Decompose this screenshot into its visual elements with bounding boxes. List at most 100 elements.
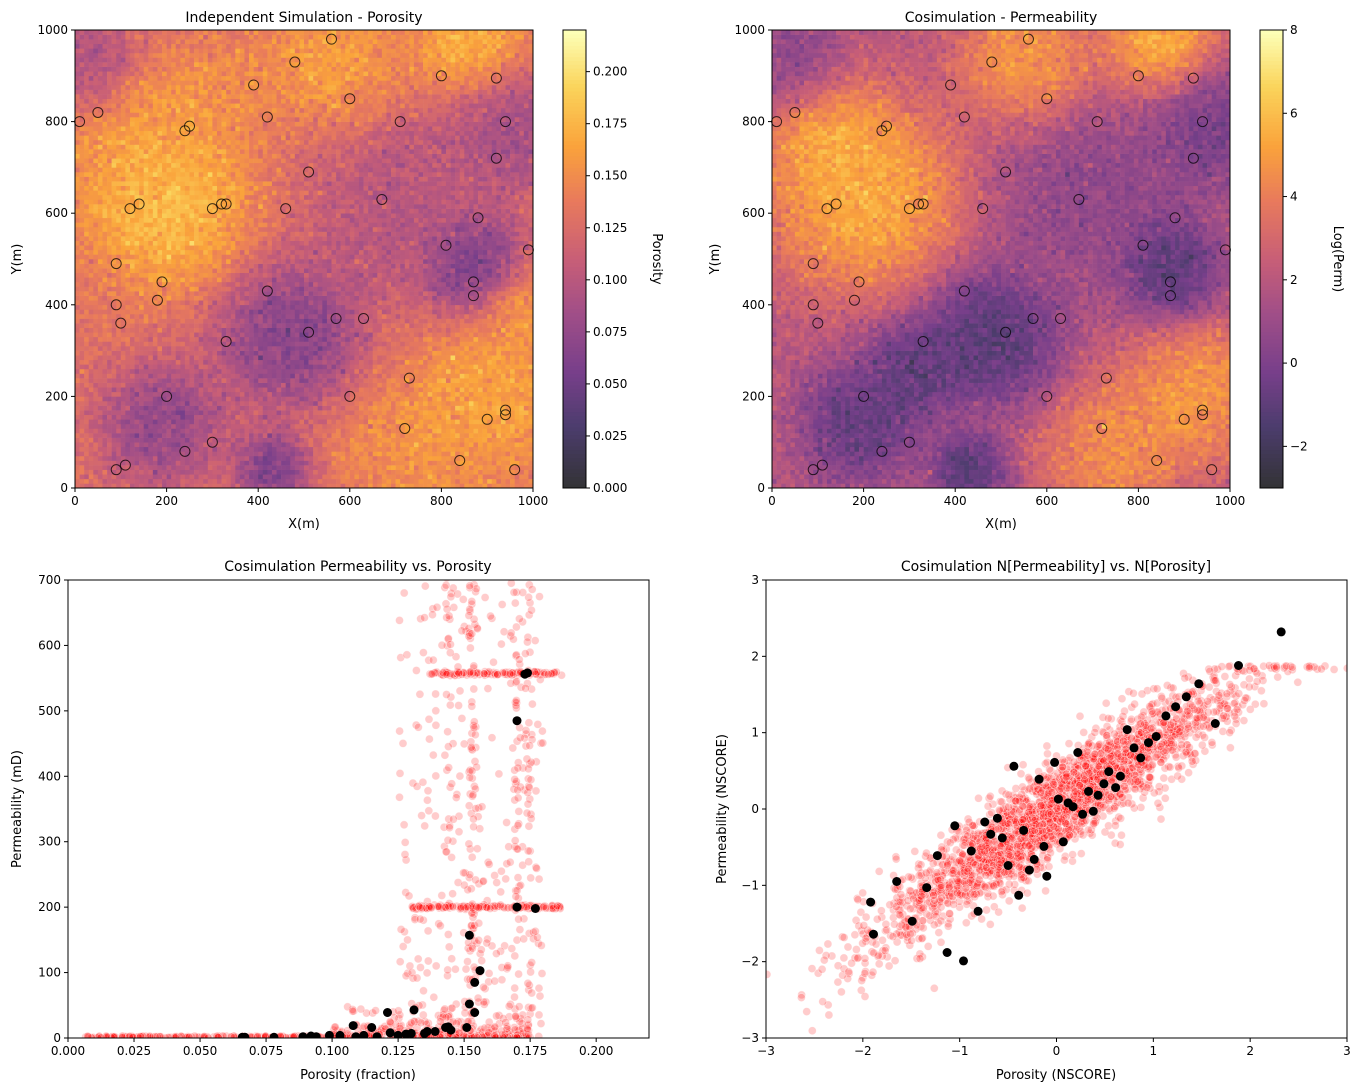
map-cell (162, 263, 167, 269)
map-cell (249, 378, 254, 383)
map-cell (496, 433, 502, 438)
map-cell (267, 391, 273, 397)
map-cell (427, 382, 433, 388)
map-cell (372, 478, 378, 484)
map-cell (97, 286, 103, 292)
map-cell (400, 391, 406, 397)
map-cell (216, 263, 222, 269)
map-cell (326, 400, 332, 406)
map-cell (436, 327, 442, 333)
map-cell (381, 474, 387, 480)
map-cell (441, 291, 447, 296)
map-cell (326, 446, 332, 452)
map-cell (427, 465, 433, 470)
map-cell (372, 364, 378, 370)
map-cell (436, 455, 442, 461)
map-cell (175, 341, 181, 347)
map-cell (487, 327, 493, 333)
map-cell (93, 259, 99, 264)
map-cell (148, 373, 154, 379)
map-cell (194, 346, 199, 351)
map-cell (304, 286, 309, 292)
map-cell (464, 272, 470, 278)
map-cell (336, 300, 341, 306)
map-cell (313, 405, 319, 411)
map-cell (107, 313, 112, 319)
map-cell (221, 423, 227, 429)
map-cell (180, 373, 186, 379)
map-cell (253, 318, 259, 324)
map-cell (368, 332, 373, 338)
map-cell (198, 346, 204, 351)
map-cell (423, 396, 428, 402)
map-cell (455, 446, 461, 452)
map-cell (281, 391, 286, 397)
map-cell (249, 259, 254, 264)
map-cell (468, 483, 474, 489)
map-cell (84, 378, 90, 383)
map-cell (340, 419, 346, 425)
map-cell (148, 346, 154, 351)
map-cell (294, 410, 300, 416)
map-cell (336, 414, 341, 420)
map-cell (116, 272, 122, 278)
map-cell (216, 451, 222, 457)
map-cell (194, 465, 199, 470)
map-cell (432, 368, 438, 374)
map-cell (395, 277, 401, 283)
map-cell (349, 478, 355, 484)
map-cell (111, 419, 117, 425)
map-cell (349, 410, 355, 416)
map-cell (111, 423, 117, 429)
map-cell (491, 451, 497, 457)
map-cell (413, 410, 419, 416)
map-cell (528, 391, 534, 397)
map-cell (88, 378, 94, 383)
map-cell (464, 433, 470, 438)
map-cell (372, 295, 378, 301)
map-cell (464, 309, 470, 315)
map-cell (510, 469, 515, 475)
map-cell (116, 455, 122, 461)
map-cell (514, 483, 520, 489)
map-cell (157, 355, 163, 361)
map-cell (510, 291, 515, 296)
map-cell (354, 442, 360, 448)
map-cell (464, 378, 470, 383)
map-cell (459, 391, 465, 397)
map-cell (107, 272, 112, 278)
map-cell (427, 304, 433, 310)
map-cell (404, 295, 410, 301)
map-cell (523, 272, 529, 278)
map-cell (230, 272, 236, 278)
map-cell (148, 286, 154, 292)
map-cell (336, 364, 341, 370)
map-cell (436, 359, 442, 365)
map-cell (487, 291, 493, 296)
map-cell (299, 368, 305, 374)
map-cell (340, 304, 346, 310)
map-cell (276, 286, 282, 292)
map-cell (322, 336, 328, 342)
map-cell (79, 419, 85, 425)
map-cell (459, 419, 465, 425)
map-cell (93, 433, 99, 438)
map-cell (464, 281, 470, 287)
map-cell (381, 355, 387, 361)
map-cell (313, 313, 319, 319)
map-cell (116, 382, 122, 388)
map-cell (79, 259, 85, 264)
map-cell (244, 396, 250, 402)
map-cell (84, 446, 90, 452)
map-cell (203, 364, 209, 370)
map-cell (285, 387, 291, 393)
map-cell (413, 291, 419, 296)
map-cell (285, 318, 291, 324)
map-cell (184, 286, 190, 292)
map-cell (198, 437, 204, 443)
map-cell (184, 309, 190, 315)
map-cell (313, 410, 319, 416)
map-cell (377, 419, 383, 425)
map-cell (450, 355, 456, 361)
map-cell (427, 378, 433, 383)
